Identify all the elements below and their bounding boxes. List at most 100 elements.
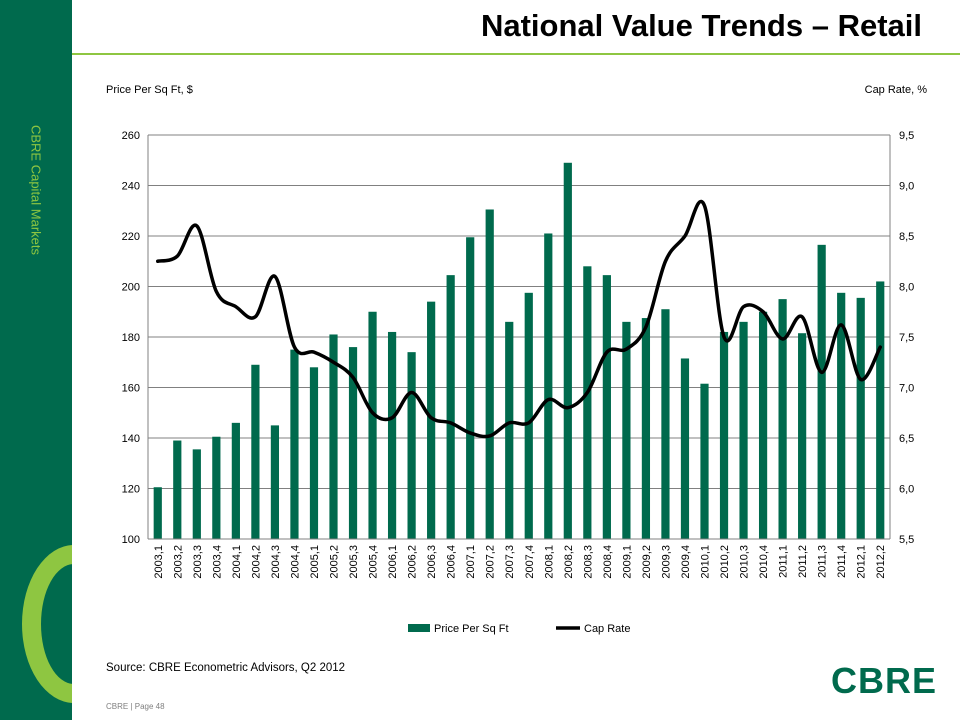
y-tick-label: 100 [122,534,140,546]
title-divider [72,53,960,55]
y2-axis-title: Cap Rate, % [864,84,927,96]
x-tick-label: 2007,3 [504,545,516,579]
bar [602,275,611,539]
bar [719,331,729,539]
page-footer: CBRE | Page 48 [106,702,165,711]
bar [778,299,787,539]
x-tick-label: 2008,2 [563,545,575,579]
x-tick-label: 2011,3 [817,545,829,578]
x-tick-label: 2003,4 [211,545,223,579]
y-tick-label: 220 [122,231,140,243]
y2-tick-label: 8,0 [899,282,914,294]
legend-label-cap-rate: Cap Rate [584,623,630,635]
x-tick-label: 2004,2 [250,545,262,579]
bar [466,237,475,539]
y-tick-label: 140 [122,433,140,445]
bar [348,347,358,539]
bar [407,352,416,539]
y-tick-label: 160 [122,383,140,395]
y2-tick-label: 7,5 [899,332,914,344]
x-tick-label: 2009,4 [680,545,692,579]
bar [758,311,768,539]
bar [524,292,533,539]
x-tick-label: 2004,4 [289,545,301,579]
bar [427,301,436,539]
x-tick-label: 2004,3 [270,545,282,579]
y2-tick-label: 8,5 [899,231,914,243]
x-tick-label: 2007,4 [524,545,536,579]
y2-tick-label: 6,0 [899,484,914,496]
x-tick-label: 2003,2 [172,545,184,579]
x-tick-label: 2010,3 [739,545,751,579]
bar [505,321,514,539]
x-tick-label: 2006,2 [407,545,419,579]
brand-ring-graphic [22,545,72,703]
page-title: National Value Trends – Retail [480,8,922,43]
bar [446,275,455,539]
cbre-logo: CBRE [830,660,937,701]
bar [856,297,865,539]
x-tick-label: 2012,2 [875,545,887,579]
cap-rate-line [156,199,882,439]
bar [563,162,572,539]
bar [798,333,807,539]
x-tick-label: 2007,2 [485,545,497,579]
x-tick-label: 2008,3 [582,545,594,579]
bar [739,321,748,539]
legend-swatch-price [408,624,430,632]
legend-label-price: Price Per Sq Ft [434,623,509,635]
y2-tick-label: 9,0 [899,181,914,193]
bar [641,318,651,539]
x-tick-label: 2011,2 [797,545,809,578]
x-tick-label: 2010,2 [719,545,731,579]
y-axis-title: Price Per Sq Ft, $ [106,84,193,96]
y-tick-label: 240 [122,181,140,193]
bar [485,209,494,540]
x-tick-label: 2009,3 [660,545,672,579]
bar [368,311,377,539]
x-tick-label: 2006,3 [426,545,438,579]
x-tick-label: 2008,1 [543,545,555,579]
y-tick-label: 120 [122,484,140,496]
source-note: Source: CBRE Econometric Advisors, Q2 20… [106,662,346,674]
y2-tick-label: 9,5 [899,130,914,142]
bar [212,436,221,539]
bar [680,358,690,539]
x-tick-label: 2010,1 [700,545,712,579]
bar [876,281,885,539]
bar [661,309,670,539]
x-tick-label: 2010,4 [758,545,770,579]
bar [290,349,299,539]
bar [700,383,709,539]
bar [173,440,182,539]
bar [192,449,201,539]
x-tick-label: 2009,1 [621,545,633,579]
x-tick-label: 2005,1 [309,545,321,579]
bar [309,367,319,539]
sidebar: CBRE Capital Markets [0,0,72,720]
x-tick-label: 2007,1 [465,545,477,579]
y2-tick-label: 5,5 [899,534,914,546]
x-tick-label: 2005,2 [329,545,341,579]
bar [270,425,280,539]
y-tick-label: 200 [122,282,140,294]
bar [153,487,162,539]
y2-tick-label: 7,0 [899,383,914,395]
x-tick-label: 2005,3 [348,545,360,579]
bar [622,321,631,539]
x-tick-label: 2008,4 [602,545,614,579]
bar [329,334,338,539]
x-tick-label: 2005,4 [368,545,380,579]
bar [544,233,553,539]
x-tick-label: 2009,2 [641,545,653,579]
x-tick-label: 2011,4 [836,545,848,578]
bar [583,266,592,539]
bar [231,422,240,539]
sidebar-label: CBRE Capital Markets [28,124,44,256]
bar [837,292,846,539]
bar [251,364,260,539]
y2-tick-label: 6,5 [899,433,914,445]
x-tick-label: 2012,1 [856,545,868,579]
x-tick-label: 2006,1 [387,545,399,579]
y-tick-label: 180 [122,332,140,344]
